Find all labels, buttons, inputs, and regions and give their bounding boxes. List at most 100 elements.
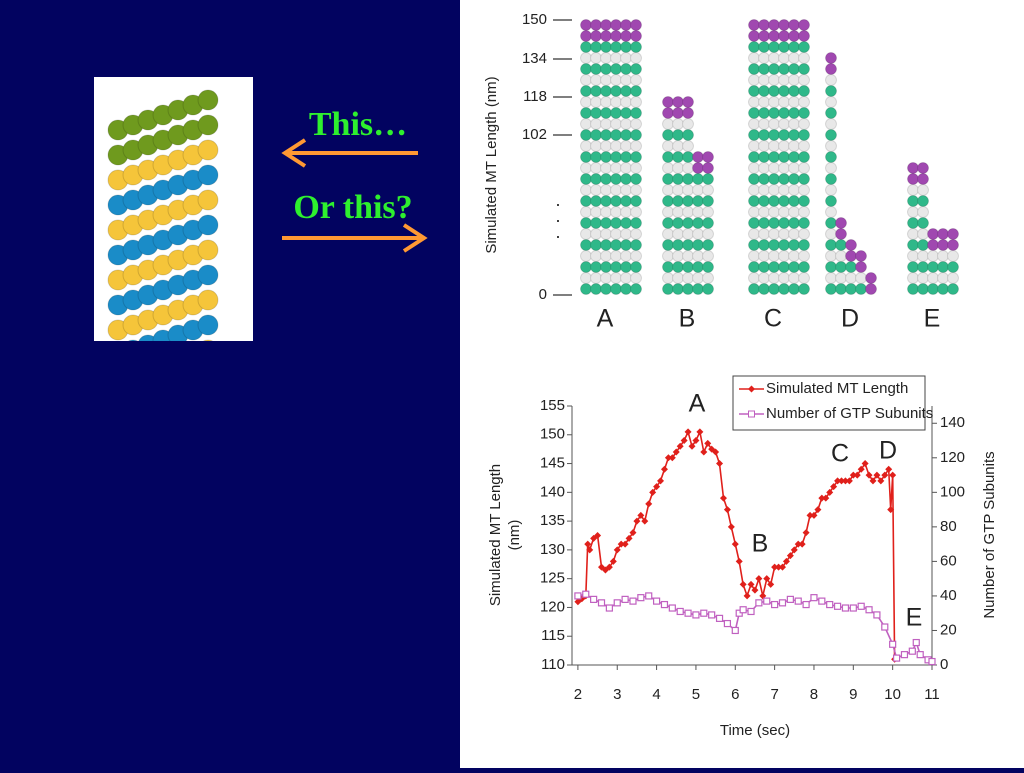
- y-axis-label: Simulated MT Length (nm): [487, 464, 523, 606]
- subunit: [937, 283, 949, 295]
- point: [653, 483, 661, 491]
- point: [814, 506, 822, 514]
- subunit: [202, 339, 214, 341]
- subunit: [630, 250, 642, 262]
- subunit: [590, 19, 602, 31]
- point: [810, 511, 818, 519]
- point: [668, 604, 676, 612]
- subunit: [845, 283, 857, 295]
- subunit: [937, 272, 949, 284]
- point: [873, 611, 881, 619]
- subunit: [798, 162, 810, 174]
- subunit: [197, 89, 219, 111]
- point: [845, 477, 853, 485]
- subunit: [825, 217, 837, 229]
- subunit: [590, 151, 602, 163]
- subunit: [788, 74, 800, 86]
- subunit: [947, 239, 959, 251]
- point: [771, 600, 779, 609]
- subunit: [825, 52, 837, 64]
- subunit: [778, 173, 790, 185]
- subunit: [758, 107, 770, 119]
- y-tick-label: 150: [540, 426, 565, 443]
- subunit: [662, 195, 674, 207]
- subunit: [692, 217, 704, 229]
- subunit: [610, 228, 622, 240]
- subunit: [600, 250, 612, 262]
- subunit: [127, 339, 139, 341]
- point: [594, 532, 602, 539]
- legend-marker: [748, 385, 755, 393]
- subunit: [825, 96, 837, 108]
- subunit: [825, 107, 837, 119]
- subunit: [748, 41, 760, 53]
- point: [798, 540, 806, 548]
- subunit: [788, 217, 800, 229]
- subunit: [630, 19, 642, 31]
- subunit: [825, 206, 837, 218]
- subunit: [798, 30, 810, 42]
- point: [719, 494, 727, 502]
- subunit: [702, 272, 714, 284]
- point: [731, 626, 739, 635]
- subunit: [798, 107, 810, 119]
- subunit: [662, 250, 674, 262]
- subunit: [580, 283, 592, 295]
- point: [684, 609, 692, 617]
- x-axis-label: Time (sec): [720, 722, 790, 739]
- subunit: [748, 30, 760, 42]
- subunit: [748, 250, 760, 262]
- subunit: [835, 239, 847, 251]
- subunit: [798, 217, 810, 229]
- subunit: [630, 107, 642, 119]
- subunit: [590, 52, 602, 64]
- subunit: [620, 107, 632, 119]
- subunit: [620, 140, 632, 152]
- subunit: [672, 195, 684, 207]
- point: [763, 575, 771, 583]
- subunit: [610, 63, 622, 75]
- subunit: [907, 206, 919, 218]
- subunit: [620, 19, 632, 31]
- point: [613, 546, 621, 554]
- subunit: [798, 173, 810, 185]
- point: [629, 597, 637, 605]
- subunit: [758, 173, 770, 185]
- ellipsis: ·: [555, 194, 561, 214]
- subunit: [835, 250, 847, 262]
- point: [605, 563, 613, 571]
- subunit: [788, 272, 800, 284]
- subunit: [630, 52, 642, 64]
- point: [582, 590, 590, 598]
- subunit: [927, 228, 939, 240]
- subunit: [580, 85, 592, 97]
- column-label: E: [924, 305, 941, 333]
- subunit: [758, 74, 770, 86]
- subunit: [197, 289, 219, 311]
- x-tick-label: 5: [692, 686, 700, 703]
- point: [676, 607, 684, 616]
- point: [700, 609, 708, 617]
- subunit: [630, 261, 642, 273]
- subunit: [758, 195, 770, 207]
- subunit: [758, 41, 770, 53]
- subunit: [825, 118, 837, 130]
- subunit: [748, 85, 760, 97]
- subunit: [907, 261, 919, 273]
- subunit: [845, 239, 857, 251]
- subunit: [662, 173, 674, 185]
- subunit: [620, 63, 632, 75]
- subunit: [630, 30, 642, 42]
- subunit: [798, 74, 810, 86]
- point: [609, 557, 617, 565]
- subunit: [798, 250, 810, 262]
- subunit: [758, 261, 770, 273]
- subunit: [702, 239, 714, 251]
- subunit: [662, 206, 674, 218]
- subunit: [672, 272, 684, 284]
- subunit: [778, 217, 790, 229]
- point: [641, 517, 649, 525]
- subunit: [845, 250, 857, 262]
- annotation: A: [689, 390, 706, 418]
- arrow-right: [282, 223, 428, 253]
